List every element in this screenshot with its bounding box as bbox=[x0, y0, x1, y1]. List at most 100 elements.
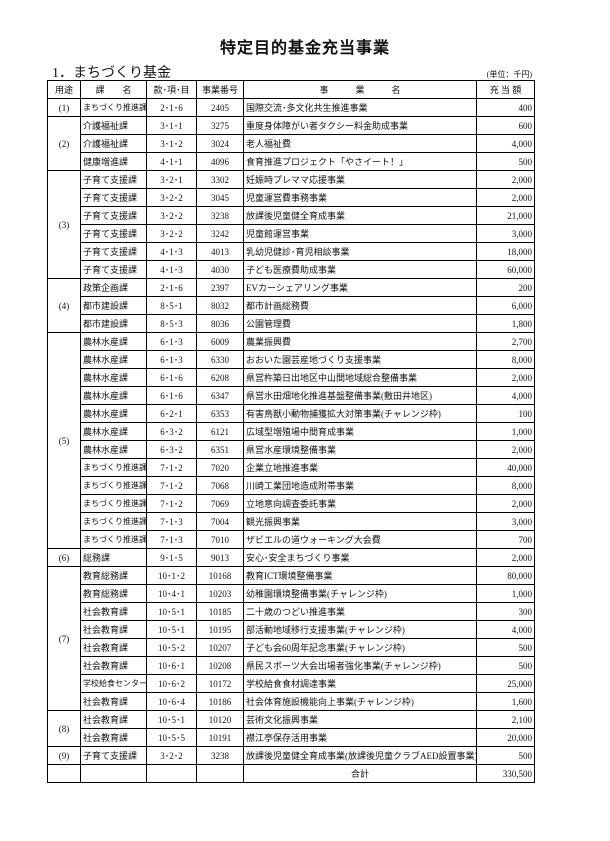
table-row: まちづくり推進課 7･1･3 7004 観光振興事業 3,000 bbox=[48, 512, 535, 531]
amount: 500 bbox=[476, 638, 535, 657]
use-code: (4) bbox=[47, 278, 81, 333]
project-name: おおいた園芸産地づくり支援事業 bbox=[243, 350, 477, 369]
budget-code: 10･1･2 bbox=[146, 566, 197, 585]
table-row: 農林水産課 6･1･6 6347 県営水田畑地化推進基盤整備事業(敷田井地区) 4,00… bbox=[48, 386, 535, 405]
budget-code: 4･1･1 bbox=[146, 152, 197, 171]
project-number: 6009 bbox=[196, 332, 244, 351]
table-row: 学校給食センター 10･6･2 10172 学校給食食材調達事業 25,000 bbox=[48, 674, 535, 693]
table-row: 社会教育課 10･5･1 10195 部活動地域移行支援事業(チャレンジ枠) 4,000 bbox=[48, 620, 535, 639]
project-number: 10207 bbox=[196, 638, 244, 657]
department: 子育て支援課 bbox=[80, 242, 147, 261]
table-row: 農林水産課 6･1･6 6208 県営杵築日出地区中山間地域総合整備事業 2,000 bbox=[48, 368, 535, 387]
total-row: 合計 330,500 bbox=[47, 764, 535, 783]
project-name: 放課後児童健全育成事業(放課後児童クラブAED設置事業) bbox=[243, 746, 477, 765]
project-number: 7069 bbox=[196, 494, 244, 513]
project-number: 3238 bbox=[196, 206, 244, 225]
table-row: 健康増進課 4･1･1 4096 食育推進プロジェクト「やさイート！」 500 bbox=[48, 152, 535, 171]
use-code: (3) bbox=[47, 170, 81, 279]
header-use: 用途 bbox=[47, 80, 81, 99]
amount: 200 bbox=[476, 278, 535, 297]
amount: 700 bbox=[476, 530, 535, 549]
use-code: (9) bbox=[47, 746, 81, 765]
department: 農林水産課 bbox=[80, 386, 147, 405]
budget-code: 6･1･6 bbox=[146, 368, 197, 387]
budget-code: 6･2･1 bbox=[146, 404, 197, 423]
budget-code: 7･1･2 bbox=[146, 476, 197, 495]
table-row: 農林水産課 6･3･2 6351 県営水産環境整備事業 2,000 bbox=[48, 440, 535, 459]
budget-code: 8･5･3 bbox=[146, 314, 197, 333]
amount: 100 bbox=[476, 404, 535, 423]
amount: 1,600 bbox=[476, 692, 535, 711]
header-amount: 充 当 額 bbox=[476, 80, 535, 99]
budget-code: 3･2･2 bbox=[146, 746, 197, 765]
project-name: 有害鳥獣小動物捕獲拡大対策事業(チャレンジ枠) bbox=[243, 404, 477, 423]
project-name: 児童運営費事務事業 bbox=[243, 188, 477, 207]
amount: 400 bbox=[476, 98, 535, 117]
project-name: 企業立地推進事業 bbox=[243, 458, 477, 477]
budget-code: 10･6･2 bbox=[146, 674, 197, 693]
project-name: 児童館運営事業 bbox=[243, 224, 477, 243]
budget-code: 6･3･2 bbox=[146, 440, 197, 459]
project-number: 3045 bbox=[196, 188, 244, 207]
project-name: 放課後児童健全育成事業 bbox=[243, 206, 477, 225]
table-row: 子育て支援課 4･1･3 4013 乳幼児健診･育児相談事業 18,000 bbox=[48, 242, 535, 261]
project-name: 二十歳のつどい推進事業 bbox=[243, 602, 477, 621]
project-number: 3302 bbox=[196, 170, 244, 189]
table-row: 社会教育課 10･6･4 10186 社会体育施設機能向上事業(チャレンジ枠) 1,60… bbox=[48, 692, 535, 711]
project-number: 3024 bbox=[196, 134, 244, 153]
budget-code: 10･4･1 bbox=[146, 584, 197, 603]
department: 農林水産課 bbox=[80, 350, 147, 369]
total-amount: 330,500 bbox=[476, 764, 535, 783]
project-number: 2397 bbox=[196, 278, 244, 297]
amount: 3,000 bbox=[476, 512, 535, 531]
project-number: 7020 bbox=[196, 458, 244, 477]
table-row: 都市建設課 8･5･1 8032 都市計画総務費 6,000 bbox=[48, 296, 535, 315]
budget-code: 10･6･1 bbox=[146, 656, 197, 675]
amount: 8,000 bbox=[476, 350, 535, 369]
department: まちづくり推進課 bbox=[80, 98, 147, 117]
department: 農林水産課 bbox=[80, 332, 147, 351]
amount: 2,000 bbox=[476, 494, 535, 513]
amount: 21,000 bbox=[476, 206, 535, 225]
budget-code: 10･5･1 bbox=[146, 602, 197, 621]
table-row: (1) まちづくり推進課 2･1･6 2405 国際交流･多文化共生推進事業 400 bbox=[47, 98, 535, 117]
table-row: (6) 総務課 9･1･5 9013 安心･安全まちづくり事業 2,000 bbox=[47, 548, 535, 567]
amount: 60,000 bbox=[476, 260, 535, 279]
amount: 80,000 bbox=[476, 566, 535, 585]
budget-code: 6･1･6 bbox=[146, 386, 197, 405]
amount: 18,000 bbox=[476, 242, 535, 261]
project-number: 10195 bbox=[196, 620, 244, 639]
budget-code: 7･1･2 bbox=[146, 494, 197, 513]
header-project-name: 事 業 名 bbox=[243, 80, 477, 99]
budget-code: 2･1･6 bbox=[146, 278, 197, 297]
amount: 4,000 bbox=[476, 620, 535, 639]
department: 政策企画課 bbox=[80, 278, 147, 297]
department: まちづくり推進課 bbox=[80, 476, 147, 495]
project-number: 6330 bbox=[196, 350, 244, 369]
amount: 300 bbox=[476, 602, 535, 621]
project-number: 2405 bbox=[196, 98, 244, 117]
department: 社会教育課 bbox=[80, 638, 147, 657]
project-name: 県営水田畑地化推進基盤整備事業(敷田井地区) bbox=[243, 386, 477, 405]
fund-allocation-table: 用途 課 名 款･項･目 事業番号 事 業 名 充 当 額 (1) まちづくり推進… bbox=[47, 80, 535, 783]
project-number: 6353 bbox=[196, 404, 244, 423]
budget-code: 10･5･2 bbox=[146, 638, 197, 657]
amount: 1,000 bbox=[476, 422, 535, 441]
project-name: 子ども会60周年記念事業(チャレンジ枠) bbox=[243, 638, 477, 657]
table-row: (8) 社会教育課 10･5･1 10120 芸術文化振興事業 2,100 bbox=[47, 710, 535, 747]
project-name: 川崎工業団地造成附帯事業 bbox=[243, 476, 477, 495]
table-header-row: 用途 課 名 款･項･目 事業番号 事 業 名 充 当 額 bbox=[47, 80, 535, 99]
total-label: 合計 bbox=[243, 764, 477, 783]
budget-code: 10･5･1 bbox=[146, 620, 197, 639]
project-name: 農業振興費 bbox=[243, 332, 477, 351]
department: 子育て支援課 bbox=[80, 206, 147, 225]
department: 農林水産課 bbox=[80, 422, 147, 441]
project-number: 10185 bbox=[196, 602, 244, 621]
unit-label: (単位：千円) bbox=[486, 70, 532, 79]
project-name: 社会体育施設機能向上事業(チャレンジ枠) bbox=[243, 692, 477, 711]
amount: 3,000 bbox=[476, 224, 535, 243]
project-name: 県民スポーツ大会出場者強化事業(チャレンジ枠) bbox=[243, 656, 477, 675]
project-name: 子ども医療費助成事業 bbox=[243, 260, 477, 279]
project-name: ザビエルの道ウォーキング大会費 bbox=[243, 530, 477, 549]
project-number: 3275 bbox=[196, 116, 244, 135]
